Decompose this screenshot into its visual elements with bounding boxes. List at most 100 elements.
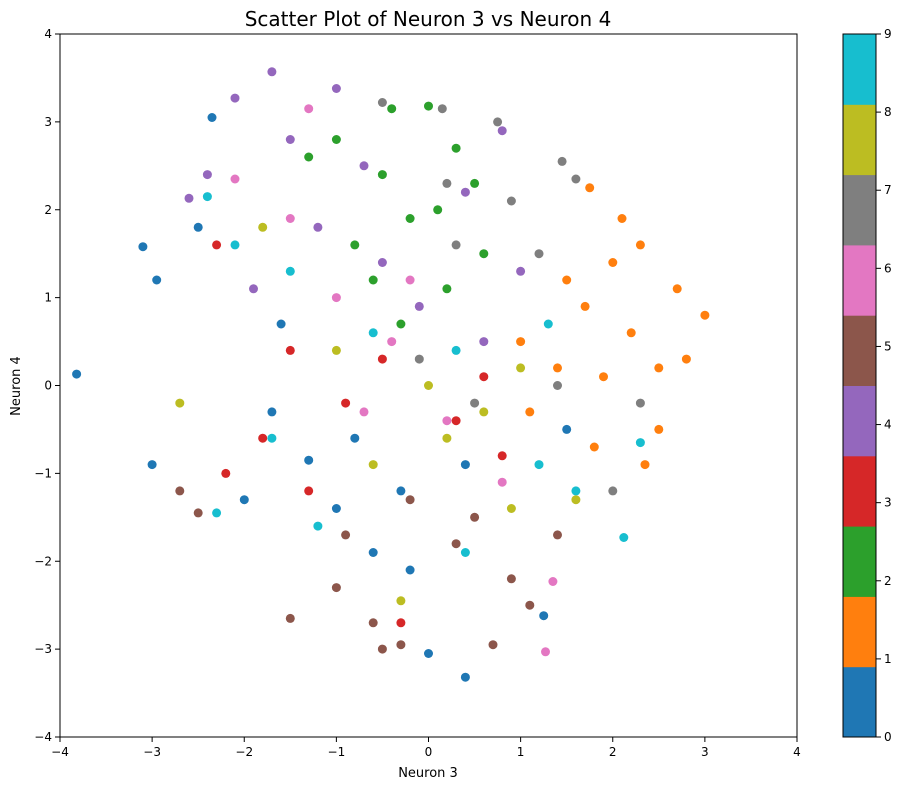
data-point bbox=[396, 596, 406, 606]
data-point bbox=[405, 495, 415, 505]
data-point bbox=[516, 266, 526, 276]
data-point bbox=[387, 337, 397, 347]
colorbar-tick-label: 8 bbox=[884, 105, 892, 119]
data-point bbox=[147, 460, 157, 470]
data-point bbox=[541, 647, 550, 657]
data-point bbox=[516, 337, 526, 347]
data-point bbox=[525, 407, 535, 417]
data-point bbox=[433, 205, 443, 215]
data-point bbox=[493, 117, 503, 127]
y-tick-label: −4 bbox=[34, 730, 52, 744]
y-tick-label: 0 bbox=[44, 379, 52, 393]
colorbar-tick-label: 1 bbox=[884, 652, 892, 666]
data-point bbox=[497, 477, 507, 487]
data-point bbox=[304, 455, 314, 465]
colorbar-tick-label: 4 bbox=[884, 418, 892, 432]
data-point bbox=[331, 504, 341, 513]
data-point bbox=[562, 275, 572, 285]
x-axis-label: Neuron 3 bbox=[398, 766, 458, 781]
series-2 bbox=[304, 101, 489, 329]
series-7 bbox=[377, 98, 645, 496]
series-0 bbox=[72, 113, 572, 682]
series-1 bbox=[516, 183, 710, 470]
data-point bbox=[230, 174, 240, 184]
data-point bbox=[580, 301, 590, 311]
data-point bbox=[424, 101, 433, 111]
data-point bbox=[654, 424, 664, 434]
colorbar-segment bbox=[843, 385, 876, 457]
data-point bbox=[184, 193, 194, 203]
data-point bbox=[267, 433, 277, 443]
colorbar-segment bbox=[843, 174, 876, 246]
data-point bbox=[534, 460, 544, 470]
data-point bbox=[608, 258, 618, 267]
data-point bbox=[350, 240, 360, 250]
data-point bbox=[202, 192, 212, 202]
data-point bbox=[451, 240, 461, 250]
data-point bbox=[175, 398, 185, 408]
colorbar-tick-label: 6 bbox=[884, 261, 892, 275]
colorbar-segment bbox=[843, 104, 876, 176]
x-tick-label: 1 bbox=[517, 745, 525, 759]
data-point bbox=[424, 381, 433, 390]
data-point bbox=[635, 438, 645, 448]
data-point bbox=[571, 174, 581, 184]
data-point bbox=[285, 214, 295, 223]
y-tick-label: −2 bbox=[34, 554, 52, 568]
colorbar-segment bbox=[843, 596, 876, 668]
data-point bbox=[72, 369, 82, 379]
data-point bbox=[359, 407, 369, 417]
x-tick-label: 4 bbox=[793, 745, 801, 759]
data-point bbox=[557, 156, 567, 166]
data-point bbox=[341, 398, 351, 408]
data-point bbox=[396, 640, 406, 650]
data-point bbox=[331, 135, 341, 144]
data-point bbox=[414, 354, 424, 364]
y-tick-label: 4 bbox=[44, 27, 52, 41]
data-point bbox=[451, 416, 461, 426]
data-point bbox=[534, 249, 544, 259]
data-point bbox=[516, 363, 526, 373]
data-point bbox=[700, 310, 710, 320]
data-point bbox=[285, 135, 295, 144]
data-point bbox=[488, 640, 498, 650]
data-point bbox=[571, 486, 581, 496]
data-point bbox=[368, 548, 378, 557]
data-point bbox=[396, 618, 406, 628]
series-3 bbox=[212, 240, 507, 628]
data-point bbox=[497, 451, 507, 461]
data-point bbox=[424, 649, 433, 658]
data-point bbox=[405, 214, 415, 223]
data-point bbox=[304, 486, 314, 496]
data-point bbox=[368, 328, 378, 338]
colorbar-tick-label: 9 bbox=[884, 27, 892, 41]
data-point bbox=[175, 486, 185, 496]
data-point bbox=[359, 161, 369, 171]
data-point bbox=[230, 240, 240, 250]
data-point bbox=[267, 407, 277, 417]
data-point bbox=[285, 266, 295, 276]
data-point bbox=[585, 183, 595, 193]
data-point bbox=[548, 577, 558, 586]
data-point bbox=[525, 600, 535, 610]
data-point bbox=[635, 240, 645, 250]
data-point bbox=[331, 293, 341, 303]
data-point bbox=[599, 372, 608, 382]
colorbar-segment bbox=[843, 34, 876, 105]
data-point bbox=[442, 178, 452, 188]
data-point bbox=[460, 460, 470, 470]
data-point bbox=[506, 574, 516, 584]
data-point bbox=[313, 222, 323, 232]
data-point bbox=[479, 249, 489, 259]
data-point bbox=[626, 328, 636, 338]
data-point bbox=[304, 152, 314, 162]
data-point bbox=[202, 170, 212, 180]
data-point bbox=[619, 533, 629, 542]
y-tick-label: −1 bbox=[34, 466, 52, 480]
data-point bbox=[368, 275, 378, 285]
data-point bbox=[460, 672, 470, 682]
data-point bbox=[460, 187, 470, 197]
x-tick-label: −2 bbox=[235, 745, 253, 759]
colorbar-tick-label: 0 bbox=[884, 730, 892, 744]
